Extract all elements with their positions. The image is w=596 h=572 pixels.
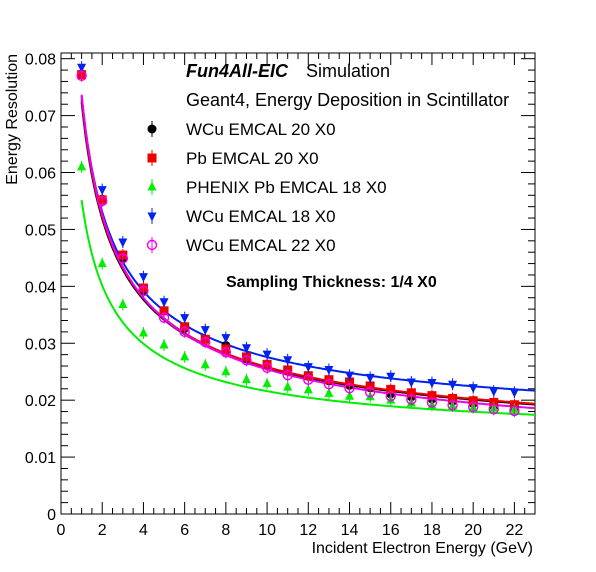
header-bold-text: Fun4All-EIC xyxy=(186,61,289,81)
legend-marker xyxy=(148,182,157,191)
x-tick-label: 12 xyxy=(299,522,317,539)
sampling-annotation: Sampling Thickness: 1/4 X0 xyxy=(226,274,437,291)
y-tick-label: 0.03 xyxy=(25,336,56,353)
y-tick-label: 0.08 xyxy=(25,52,56,69)
x-tick-label: 2 xyxy=(98,522,107,539)
data-point xyxy=(160,339,169,348)
legend-label: PHENIX Pb EMCAL 18 X0 xyxy=(186,178,387,197)
data-point xyxy=(139,273,148,282)
legend-marker xyxy=(148,125,157,134)
data-point xyxy=(160,298,169,307)
x-tick-label: 20 xyxy=(464,522,482,539)
data-point xyxy=(242,374,251,383)
data-point xyxy=(201,359,210,368)
data-point xyxy=(139,328,148,337)
data-point xyxy=(469,384,478,393)
x-tick-label: 18 xyxy=(423,522,441,539)
data-point xyxy=(98,258,107,267)
x-tick-label: 14 xyxy=(341,522,359,539)
data-point xyxy=(263,378,272,387)
data-point xyxy=(221,366,230,375)
y-tick-label: 0.06 xyxy=(25,166,56,183)
data-point xyxy=(283,382,292,391)
header-line2: Geant4, Energy Deposition in Scintillato… xyxy=(186,90,509,110)
x-tick-label: 22 xyxy=(505,522,523,539)
legend: WCu EMCAL 20 X0 Pb EMCAL 20 X0 PHENIX Pb E… xyxy=(148,120,387,255)
data-point xyxy=(489,388,498,397)
data-point xyxy=(77,161,86,170)
legend-marker xyxy=(148,213,157,222)
x-tick-label: 16 xyxy=(382,522,400,539)
legend-label: WCu EMCAL 22 X0 xyxy=(186,236,336,255)
y-tick-label: 0.07 xyxy=(25,109,56,126)
legend-label: WCu EMCAL 18 X0 xyxy=(186,207,336,226)
data-point xyxy=(407,378,416,387)
x-tick-label: 6 xyxy=(180,522,189,539)
data-point xyxy=(180,351,189,360)
y-tick-label: 0.04 xyxy=(25,279,56,296)
x-tick-label: 10 xyxy=(258,522,276,539)
x-tick-label: 4 xyxy=(139,522,148,539)
data-point xyxy=(118,238,127,247)
data-point xyxy=(221,334,230,343)
x-tick-label: 0 xyxy=(57,522,66,539)
data-point xyxy=(304,384,313,393)
legend-marker xyxy=(148,154,157,163)
x-tick-label: 8 xyxy=(221,522,230,539)
data-point xyxy=(510,389,519,398)
y-tick-label: 0.05 xyxy=(25,222,56,239)
data-point xyxy=(118,299,127,308)
legend-label: WCu EMCAL 20 X0 xyxy=(186,120,336,139)
y-tick-label: 0 xyxy=(47,507,56,524)
data-point xyxy=(180,314,189,323)
header-normal-text: Simulation xyxy=(306,61,390,81)
y-axis-title: Energy Resolution xyxy=(4,54,21,185)
legend-label: Pb EMCAL 20 X0 xyxy=(186,149,319,168)
data-point xyxy=(98,186,107,195)
x-axis-title: Incident Electron Energy (GeV) xyxy=(312,540,533,557)
y-tick-label: 0.02 xyxy=(25,393,56,410)
y-tick-label: 0.01 xyxy=(25,450,56,467)
